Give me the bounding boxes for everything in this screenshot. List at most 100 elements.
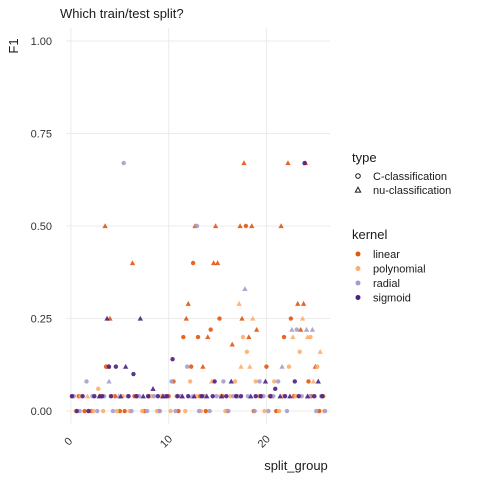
- legend-title-kernel: kernel: [352, 227, 388, 242]
- data-point: [293, 379, 297, 383]
- data-point: [289, 316, 293, 320]
- data-point: [195, 224, 199, 228]
- data-point: [285, 409, 289, 413]
- data-point: [282, 335, 286, 339]
- data-point: [84, 379, 88, 383]
- data-point: [114, 364, 118, 368]
- data-point: [96, 387, 100, 391]
- legend-label: linear: [373, 249, 400, 261]
- data-point: [150, 386, 155, 391]
- data-point: [302, 161, 306, 165]
- data-point: [212, 379, 216, 383]
- data-point: [145, 409, 149, 413]
- data-point: [310, 327, 315, 332]
- data-point: [152, 394, 156, 398]
- data-point: [175, 394, 179, 398]
- data-point: [191, 261, 195, 265]
- x-axis-title: split_group: [264, 458, 328, 473]
- data-point: [100, 394, 104, 398]
- data-point: [234, 394, 238, 398]
- data-point: [126, 394, 130, 398]
- data-points: [70, 160, 328, 413]
- data-point: [85, 393, 90, 398]
- data-point: [263, 379, 268, 384]
- data-point: [107, 364, 111, 368]
- data-point: [221, 379, 225, 383]
- y-tick-label: 0.50: [31, 221, 52, 233]
- data-point: [253, 379, 257, 383]
- data-point: [279, 364, 284, 369]
- data-point: [241, 335, 245, 339]
- shape-legend: C-classification nu-classification: [355, 171, 451, 197]
- series-radial: [72, 161, 328, 413]
- data-point: [214, 394, 218, 398]
- data-point: [287, 364, 291, 368]
- y-tick-label: 0.75: [31, 128, 52, 140]
- legend-key-triangle: [355, 187, 360, 192]
- data-point: [253, 409, 257, 413]
- data-point: [189, 364, 193, 368]
- data-point: [276, 379, 280, 383]
- data-point: [290, 334, 295, 339]
- data-point: [306, 379, 310, 383]
- data-point: [316, 379, 321, 384]
- data-point: [165, 394, 169, 398]
- data-point: [266, 409, 270, 413]
- y-axis-title: F1: [6, 38, 21, 53]
- data-point: [115, 409, 119, 413]
- legend-key-color: [356, 266, 361, 271]
- data-point: [301, 301, 306, 306]
- legend-label: nu-classification: [373, 185, 451, 197]
- data-point: [158, 409, 162, 413]
- data-point: [101, 409, 105, 413]
- chart-title: Which train/test split?: [60, 6, 184, 21]
- data-point: [323, 409, 327, 413]
- data-point: [226, 409, 230, 413]
- legend-label: polynomial: [373, 264, 426, 276]
- data-point: [315, 364, 319, 368]
- data-point: [86, 409, 90, 413]
- data-point: [200, 394, 204, 398]
- data-point: [168, 409, 172, 413]
- data-point: [295, 327, 299, 331]
- data-point: [262, 409, 266, 413]
- data-point: [295, 301, 300, 306]
- data-point: [311, 379, 316, 384]
- data-point: [246, 334, 251, 339]
- data-point: [304, 327, 309, 332]
- series-linear: [71, 160, 326, 413]
- data-point: [82, 409, 86, 413]
- data-point: [245, 350, 249, 354]
- y-tick-label: 0.25: [31, 314, 52, 326]
- data-point: [123, 364, 128, 369]
- data-point: [140, 409, 144, 413]
- data-point: [210, 394, 214, 398]
- data-point: [242, 286, 247, 291]
- data-point: [236, 301, 241, 306]
- legend-label: sigmoid: [373, 293, 411, 305]
- data-point: [186, 301, 191, 306]
- data-point: [185, 364, 189, 368]
- legend-label: C-classification: [373, 171, 447, 183]
- data-point: [156, 394, 160, 398]
- data-point: [188, 379, 192, 383]
- y-tick-label: 0.00: [31, 406, 52, 418]
- x-tick-label: 10: [158, 433, 175, 450]
- data-point: [254, 327, 259, 332]
- data-point: [197, 409, 201, 413]
- data-point: [183, 409, 187, 413]
- data-point: [283, 394, 287, 398]
- data-point: [230, 342, 235, 347]
- data-point: [308, 335, 312, 339]
- data-point: [122, 409, 126, 413]
- data-point: [173, 409, 177, 413]
- data-point: [170, 357, 174, 361]
- data-point: [253, 394, 257, 398]
- legend: type C-classificationnu-classification k…: [352, 150, 451, 305]
- data-point: [297, 394, 301, 398]
- data-point: [224, 394, 228, 398]
- data-point: [111, 409, 115, 413]
- data-point: [277, 409, 281, 413]
- data-point: [92, 394, 96, 398]
